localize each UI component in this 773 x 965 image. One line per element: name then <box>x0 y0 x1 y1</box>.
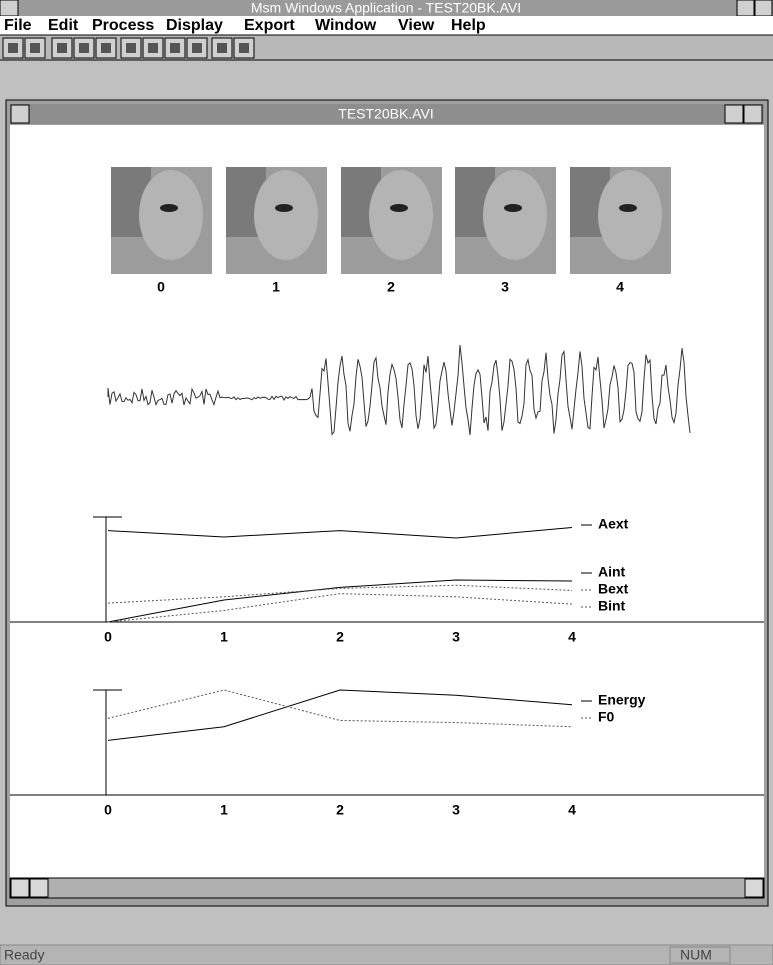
menu-item[interactable]: Process <box>92 17 154 34</box>
legend-label: Aext <box>598 516 629 532</box>
x-tick-label: 4 <box>568 802 576 818</box>
toolbar-buttons <box>2 37 255 59</box>
data-line <box>107 593 573 623</box>
frame-eye <box>619 204 637 212</box>
maximize-button[interactable] <box>754 0 773 17</box>
child-title-bar <box>10 104 764 124</box>
frame-face <box>598 170 662 260</box>
scroll-left[interactable] <box>10 878 30 898</box>
frame-label: 0 <box>157 279 165 295</box>
status-indicator <box>669 946 731 964</box>
status-text: Ready <box>4 947 44 963</box>
tool-icon <box>239 43 249 53</box>
child-minimize[interactable] <box>724 104 744 124</box>
tool-icon <box>101 43 111 53</box>
title-bar <box>0 0 773 16</box>
minimize-button[interactable] <box>736 0 755 17</box>
menu-item[interactable]: Display <box>166 17 223 34</box>
child-maximize[interactable] <box>743 104 763 124</box>
tool-icon <box>57 43 67 53</box>
frame-eye <box>390 204 408 212</box>
data-line <box>107 689 573 741</box>
data-line <box>107 584 573 604</box>
tool-icon <box>8 43 18 53</box>
x-tick-label: 3 <box>452 629 460 645</box>
legend-label: Bext <box>598 581 629 597</box>
scroll-thumb[interactable] <box>29 878 49 898</box>
tool-icon <box>170 43 180 53</box>
frame-face <box>139 170 203 260</box>
x-tick-label: 0 <box>104 629 112 645</box>
x-tick-label: 1 <box>220 629 228 645</box>
x-tick-label: 2 <box>336 802 344 818</box>
tool-icon <box>192 43 202 53</box>
x-tick-label: 4 <box>568 629 576 645</box>
legend-label: F0 <box>598 709 615 725</box>
window-title: Msm Windows Application - TEST20BK.AVI <box>251 0 521 16</box>
menu-item[interactable]: Window <box>315 17 377 34</box>
data-line <box>107 527 573 539</box>
menu-item[interactable]: View <box>398 17 435 34</box>
menu-item[interactable]: Export <box>244 17 295 34</box>
waveform <box>107 344 691 436</box>
menu-bar <box>0 16 773 35</box>
frame-thumbnails: 0 1 2 3 4 <box>111 167 671 295</box>
menu: File Edit Process Display Export Window View He… <box>4 17 486 34</box>
x-tick-label: 0 <box>104 802 112 818</box>
tool-icon <box>126 43 136 53</box>
system-menu[interactable] <box>0 0 19 17</box>
tool-icon <box>148 43 158 53</box>
menu-item[interactable]: File <box>4 17 32 34</box>
frame-label: 2 <box>387 279 395 295</box>
frame-label: 1 <box>272 279 280 295</box>
frame-eye <box>504 204 522 212</box>
child-title: TEST20BK.AVI <box>338 106 433 122</box>
frame-face <box>483 170 547 260</box>
status-num: NUM <box>680 947 712 963</box>
x-tick-label: 3 <box>452 802 460 818</box>
horizontal-scrollbar[interactable] <box>9 877 765 899</box>
x-tick-label: 1 <box>220 802 228 818</box>
legend-label: Aint <box>598 564 626 580</box>
x-tick-label: 2 <box>336 629 344 645</box>
tool-icon <box>217 43 227 53</box>
frame-face <box>369 170 433 260</box>
frame-eye <box>275 204 293 212</box>
menu-item[interactable]: Help <box>451 17 486 34</box>
tool-icon <box>30 43 40 53</box>
legend-label: Bint <box>598 598 626 614</box>
menu-item[interactable]: Edit <box>48 17 79 34</box>
frame-label: 3 <box>501 279 509 295</box>
frame-eye <box>160 204 178 212</box>
tool-icon <box>79 43 89 53</box>
frame-face <box>254 170 318 260</box>
scroll-right[interactable] <box>744 878 764 898</box>
child-system-menu[interactable] <box>10 104 30 124</box>
data-line <box>107 579 573 623</box>
frame-label: 4 <box>616 279 624 295</box>
legend-label: Energy <box>598 692 646 708</box>
status-bar <box>0 944 773 965</box>
